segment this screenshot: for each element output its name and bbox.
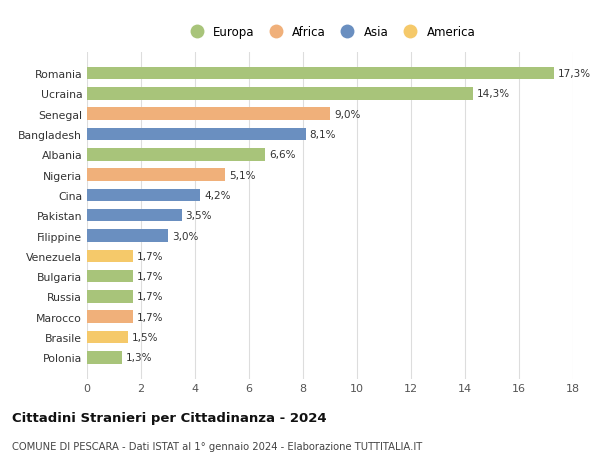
Bar xyxy=(87,311,133,323)
Bar xyxy=(87,209,182,222)
Text: 5,1%: 5,1% xyxy=(229,170,255,180)
Text: 1,5%: 1,5% xyxy=(131,332,158,342)
Text: 1,7%: 1,7% xyxy=(137,312,163,322)
Bar xyxy=(87,250,133,263)
Bar xyxy=(87,149,265,161)
Text: 8,1%: 8,1% xyxy=(310,130,336,140)
Text: 4,2%: 4,2% xyxy=(205,190,231,201)
Text: 3,0%: 3,0% xyxy=(172,231,199,241)
Bar xyxy=(87,230,168,242)
Bar xyxy=(87,169,224,181)
Text: Cittadini Stranieri per Cittadinanza - 2024: Cittadini Stranieri per Cittadinanza - 2… xyxy=(12,412,326,425)
Text: 3,5%: 3,5% xyxy=(185,211,212,221)
Bar xyxy=(87,108,330,121)
Bar xyxy=(87,67,554,80)
Text: 1,3%: 1,3% xyxy=(126,353,152,363)
Text: 17,3%: 17,3% xyxy=(558,69,591,79)
Text: 1,7%: 1,7% xyxy=(137,292,163,302)
Bar xyxy=(87,270,133,283)
Bar xyxy=(87,331,128,344)
Text: 6,6%: 6,6% xyxy=(269,150,296,160)
Bar xyxy=(87,88,473,101)
Bar xyxy=(87,189,200,202)
Bar xyxy=(87,129,306,141)
Text: 1,7%: 1,7% xyxy=(137,272,163,281)
Text: COMUNE DI PESCARA - Dati ISTAT al 1° gennaio 2024 - Elaborazione TUTTITALIA.IT: COMUNE DI PESCARA - Dati ISTAT al 1° gen… xyxy=(12,441,422,451)
Text: 9,0%: 9,0% xyxy=(334,109,361,119)
Text: 14,3%: 14,3% xyxy=(477,89,510,99)
Bar xyxy=(87,351,122,364)
Legend: Europa, Africa, Asia, America: Europa, Africa, Asia, America xyxy=(181,23,479,43)
Bar xyxy=(87,291,133,303)
Text: 1,7%: 1,7% xyxy=(137,251,163,261)
